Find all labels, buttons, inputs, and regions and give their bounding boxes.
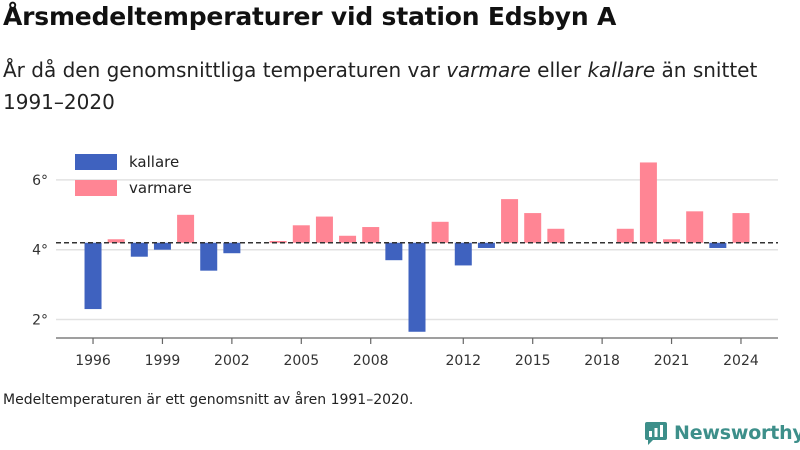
newsworthy-logo-icon <box>645 422 667 445</box>
bar-2007 <box>339 235 357 243</box>
bar-2015 <box>524 213 542 243</box>
bar-2006 <box>315 216 333 243</box>
chart-title: Årsmedeltemperaturer vid station Edsbyn … <box>3 2 617 31</box>
bar-2009 <box>385 242 403 261</box>
bar-2012 <box>454 242 472 266</box>
x-tick-label-2018: 2018 <box>584 353 620 369</box>
bar-2005 <box>292 225 310 243</box>
bar-2002 <box>223 242 241 254</box>
y-tick-label-4: 4° <box>32 243 48 259</box>
bar-1997 <box>107 239 125 243</box>
bar-2001 <box>200 242 218 271</box>
bar-2020 <box>639 162 657 243</box>
bar-2008 <box>362 227 380 243</box>
subtitle-colder-word: kallare <box>587 58 656 82</box>
x-tick-label-2012: 2012 <box>445 353 481 369</box>
x-tick-label-2008: 2008 <box>353 353 389 369</box>
bar-2014 <box>501 199 519 243</box>
x-tick-label-1996: 1996 <box>75 353 111 369</box>
x-tick-label-2021: 2021 <box>654 353 690 369</box>
bar-2000 <box>177 214 195 243</box>
y-axis-labels: 2° 4° 6° <box>32 173 48 329</box>
x-tick-label-2005: 2005 <box>283 353 319 369</box>
footnote: Medeltemperaturen är ett genomsnitt av å… <box>3 392 414 408</box>
bar-2013 <box>477 242 495 248</box>
bar-1999 <box>153 242 171 250</box>
x-tick-label-2024: 2024 <box>723 353 759 369</box>
brand-name: Newsworthy <box>674 422 800 444</box>
y-tick-label-2: 2° <box>32 313 48 329</box>
bar-1996 <box>84 242 102 310</box>
chart-subtitle: År då den genomsnittliga temperaturen va… <box>3 54 793 118</box>
legend: kallare varmare <box>75 153 192 197</box>
legend-label-kallare: kallare <box>129 153 179 171</box>
legend-label-varmare: varmare <box>129 179 192 197</box>
bar-2011 <box>431 221 449 243</box>
legend-swatch-kallare <box>75 154 117 170</box>
x-tick-label-1999: 1999 <box>145 353 181 369</box>
subtitle-text-3: än snittet 1991–2020 <box>3 58 758 114</box>
bar-2010 <box>408 242 426 332</box>
bars <box>84 162 750 332</box>
bar-2004 <box>269 241 287 243</box>
subtitle-warmer-word: varmare <box>446 58 531 82</box>
brand-logo[interactable]: Newsworthy <box>644 420 800 446</box>
bar-chart: 1996 1999 2002 2005 2008 2012 2015 2018 2021 2024… <box>32 153 778 369</box>
legend-swatch-varmare <box>75 180 117 196</box>
bar-2024 <box>732 213 750 243</box>
x-tick-label-2015: 2015 <box>515 353 551 369</box>
bar-2016 <box>547 228 565 243</box>
bar-1998 <box>130 242 148 257</box>
bar-2022 <box>686 211 704 243</box>
bar-2019 <box>616 228 634 243</box>
bar-2021 <box>663 239 681 243</box>
bar-2023 <box>709 242 727 248</box>
subtitle-text-2: eller <box>530 58 588 82</box>
y-tick-label-6: 6° <box>32 173 48 189</box>
x-tick-label-2002: 2002 <box>214 353 250 369</box>
subtitle-text-1: År då den genomsnittliga temperaturen va… <box>3 58 447 82</box>
x-axis: 1996 1999 2002 2005 2008 2012 2015 2018 2021 2024 <box>56 337 778 369</box>
